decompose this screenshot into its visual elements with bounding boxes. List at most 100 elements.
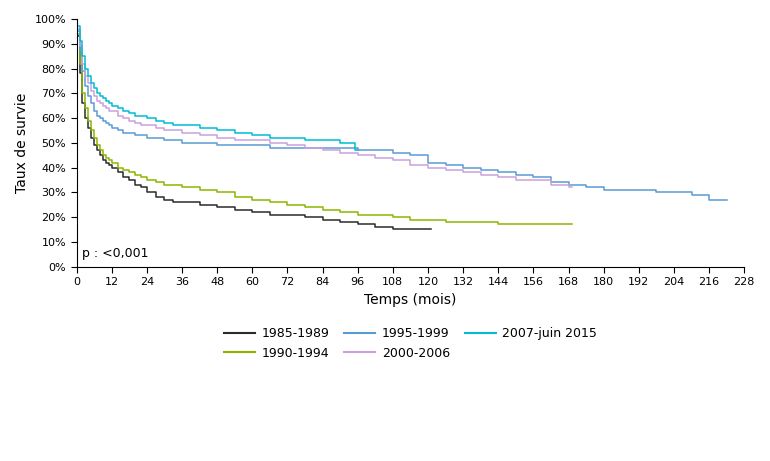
1985-1989 bbox=[406, 227, 415, 232]
Line: 1995-1999: 1995-1999 bbox=[76, 19, 727, 200]
1990-1994 bbox=[406, 217, 415, 222]
2000-2006 bbox=[92, 98, 102, 103]
2000-2006 bbox=[370, 155, 380, 160]
2007-juin 2015 bbox=[283, 135, 292, 141]
1985-1989 bbox=[95, 153, 105, 158]
1990-1994 bbox=[441, 219, 450, 225]
1990-1994 bbox=[72, 16, 81, 22]
1990-1994 bbox=[104, 157, 113, 163]
2007-juin 2015 bbox=[350, 148, 360, 153]
2000-2006 bbox=[406, 162, 415, 168]
1990-1994 bbox=[424, 217, 433, 222]
2000-2006 bbox=[300, 145, 310, 150]
1985-1989 bbox=[81, 115, 90, 121]
1990-1994 bbox=[318, 207, 327, 213]
2000-2006 bbox=[511, 177, 521, 183]
1995-1999 bbox=[617, 187, 626, 193]
2000-2006 bbox=[564, 184, 573, 190]
1990-1994 bbox=[370, 212, 380, 217]
1990-1994 bbox=[95, 148, 105, 153]
2000-2006 bbox=[476, 172, 485, 178]
Legend: 1985-1989, 1990-1994, 1995-1999, 2000-2006, 2007-juin 2015: 1985-1989, 1990-1994, 1995-1999, 2000-20… bbox=[219, 322, 602, 365]
2007-juin 2015 bbox=[84, 73, 93, 79]
1990-1994 bbox=[547, 222, 556, 227]
2000-2006 bbox=[81, 73, 90, 79]
1995-1999 bbox=[687, 192, 696, 198]
2000-2006 bbox=[107, 108, 116, 113]
2000-2006 bbox=[104, 108, 113, 113]
1995-1999 bbox=[107, 125, 116, 131]
1985-1989 bbox=[427, 227, 436, 232]
1995-1999 bbox=[151, 135, 160, 141]
1990-1994 bbox=[195, 187, 204, 193]
2000-2006 bbox=[131, 120, 140, 126]
1990-1994 bbox=[151, 180, 160, 185]
1985-1989 bbox=[142, 189, 152, 195]
2007-juin 2015 bbox=[125, 110, 134, 116]
1985-1989 bbox=[370, 224, 380, 230]
2000-2006 bbox=[113, 113, 122, 118]
2007-juin 2015 bbox=[75, 39, 84, 44]
1990-1994 bbox=[177, 184, 186, 190]
2007-juin 2015 bbox=[107, 103, 116, 108]
2000-2006 bbox=[119, 115, 128, 121]
Line: 2000-2006: 2000-2006 bbox=[76, 19, 571, 187]
Line: 2007-juin 2015: 2007-juin 2015 bbox=[76, 19, 358, 150]
2007-juin 2015 bbox=[230, 130, 239, 136]
1985-1989 bbox=[300, 214, 310, 220]
1990-1994 bbox=[459, 219, 468, 225]
2000-2006 bbox=[441, 167, 450, 173]
1985-1989 bbox=[230, 207, 239, 213]
2007-juin 2015 bbox=[104, 100, 113, 106]
1985-1989 bbox=[119, 175, 128, 180]
1990-1994 bbox=[248, 197, 257, 202]
1985-1989 bbox=[72, 16, 81, 22]
1990-1994 bbox=[283, 202, 292, 207]
2007-juin 2015 bbox=[131, 113, 140, 118]
1985-1989 bbox=[353, 222, 363, 227]
1985-1989 bbox=[86, 135, 95, 141]
2007-juin 2015 bbox=[136, 113, 146, 118]
1990-1994 bbox=[388, 214, 397, 220]
1990-1994 bbox=[136, 175, 146, 180]
1985-1989 bbox=[104, 162, 113, 168]
1985-1989 bbox=[195, 202, 204, 207]
1990-1994 bbox=[476, 219, 485, 225]
X-axis label: Temps (mois): Temps (mois) bbox=[364, 293, 457, 307]
1985-1989 bbox=[92, 148, 102, 153]
2000-2006 bbox=[95, 100, 105, 106]
2007-juin 2015 bbox=[92, 90, 102, 96]
1990-1994 bbox=[529, 222, 538, 227]
1985-1989 bbox=[102, 160, 111, 165]
1990-1994 bbox=[78, 90, 87, 96]
2000-2006 bbox=[353, 153, 363, 158]
2000-2006 bbox=[388, 157, 397, 163]
2007-juin 2015 bbox=[73, 24, 82, 29]
1990-1994 bbox=[511, 222, 521, 227]
2000-2006 bbox=[151, 125, 160, 131]
2007-juin 2015 bbox=[177, 123, 186, 128]
2007-juin 2015 bbox=[213, 128, 222, 133]
1990-1994 bbox=[75, 61, 84, 66]
2000-2006 bbox=[283, 142, 292, 148]
1990-1994 bbox=[131, 172, 140, 178]
2007-juin 2015 bbox=[89, 86, 99, 91]
2007-juin 2015 bbox=[265, 135, 274, 141]
1990-1994 bbox=[567, 222, 576, 227]
1985-1989 bbox=[160, 197, 169, 202]
1985-1989 bbox=[336, 219, 345, 225]
1990-1994 bbox=[300, 204, 310, 210]
2000-2006 bbox=[336, 150, 345, 155]
2007-juin 2015 bbox=[113, 106, 122, 111]
2000-2006 bbox=[547, 182, 556, 188]
2000-2006 bbox=[125, 118, 134, 123]
2000-2006 bbox=[494, 175, 503, 180]
1990-1994 bbox=[213, 189, 222, 195]
1990-1994 bbox=[160, 182, 169, 188]
2007-juin 2015 bbox=[336, 140, 345, 146]
1990-1994 bbox=[265, 200, 274, 205]
1995-1999 bbox=[705, 197, 714, 202]
2000-2006 bbox=[424, 165, 433, 170]
1990-1994 bbox=[86, 128, 95, 133]
1990-1994 bbox=[119, 167, 128, 173]
